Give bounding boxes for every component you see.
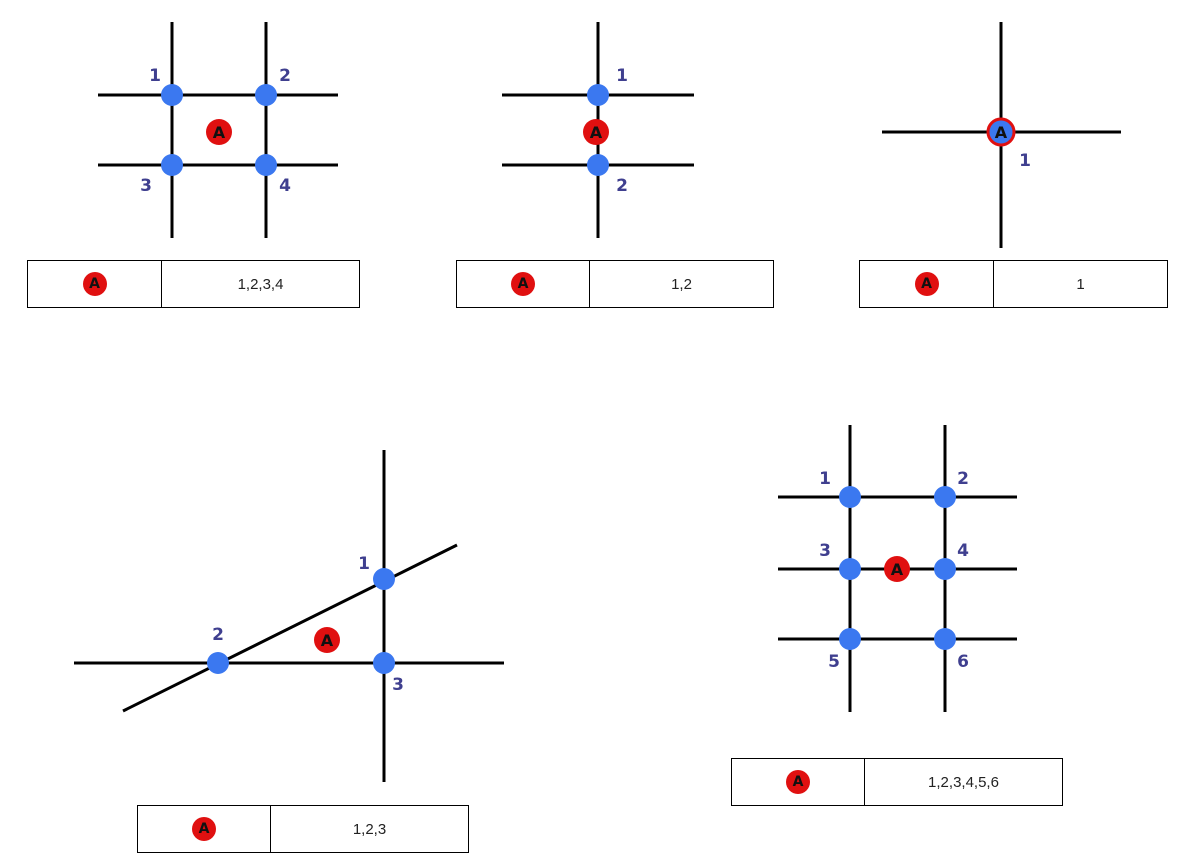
marker-a-label: A <box>213 123 226 142</box>
diagram-2-node-number: 2 <box>616 176 628 196</box>
diagram-5-node-3 <box>839 558 861 580</box>
diagram-4-node-3 <box>373 652 395 674</box>
diagram-1-table-value: 1,2,3,4 <box>237 275 284 293</box>
marker-a-label: A <box>891 560 904 579</box>
diagram-2-node-1 <box>587 84 609 106</box>
diagram-4-node-1 <box>373 568 395 590</box>
diagram-3-marker-a: A <box>986 117 1016 147</box>
marker-a-badge: A <box>82 272 107 296</box>
diagram-5-node-number: 2 <box>957 469 969 489</box>
diagram-1-node-number: 2 <box>279 66 291 86</box>
diagram-5-marker-a: A <box>884 556 910 582</box>
diagram-2-node-number: 1 <box>616 66 628 86</box>
diagram-5-node-4 <box>934 558 956 580</box>
diagram-4-node-number: 1 <box>358 554 370 574</box>
diagram-2-table-value: 1,2 <box>671 275 692 293</box>
diagram-1-marker-a: A <box>206 119 232 145</box>
marker-a-label: A <box>590 123 603 142</box>
diagram-4-node-2 <box>207 652 229 674</box>
marker-a-label: A <box>321 631 334 650</box>
diagram-4-marker-a: A <box>314 627 340 653</box>
diagram-1-node-number: 4 <box>279 176 291 196</box>
marker-a-badge: A <box>192 817 216 841</box>
diagram-1-node-4 <box>255 154 277 176</box>
marker-a-badge: A <box>914 272 939 296</box>
diagram-5-node-2 <box>934 486 956 508</box>
diagram-1-lines <box>98 22 338 238</box>
diagram-5-node-number: 1 <box>819 469 831 489</box>
marker-a-label: A <box>995 123 1008 142</box>
diagram-4-table: A 1,2,3 <box>137 805 469 853</box>
diagram-2-marker-a: A <box>583 119 609 145</box>
diagram-1-node-number: 1 <box>149 66 161 86</box>
diagram-5-node-5 <box>839 628 861 650</box>
diagram-1-node-1 <box>161 84 183 106</box>
diagram-4-node-number: 3 <box>392 675 404 695</box>
diagram-5-node-6 <box>934 628 956 650</box>
diagram-4-table-value: 1,2,3 <box>352 820 387 838</box>
marker-a-badge: A <box>511 272 535 296</box>
diagram-5-node-1 <box>839 486 861 508</box>
diagram-4-lines <box>74 450 504 782</box>
marker-a-badge: A <box>786 770 810 794</box>
diagram-2-table: A 1,2 <box>456 260 774 308</box>
diagram-1-node-number: 3 <box>140 176 152 196</box>
diagram-2-node-2 <box>587 154 609 176</box>
diagram-5-table: A 1,2,3,4,5,6 <box>731 758 1063 806</box>
diagram-5-table-value: 1,2,3,4,5,6 <box>928 773 999 791</box>
diagram-4-node-number: 2 <box>212 625 224 645</box>
diagram-1-node-2 <box>255 84 277 106</box>
diagram-3-table: A 1 <box>859 260 1168 308</box>
diagram-1-table: A 1,2,3,4 <box>27 260 360 308</box>
diagram-3-table-value: 1 <box>1076 275 1085 293</box>
diagram-5-node-number: 5 <box>828 652 840 672</box>
diagram-1-node-3 <box>161 154 183 176</box>
diagram-5-node-number: 4 <box>957 541 969 561</box>
diagram-5-node-number: 3 <box>819 541 831 561</box>
diagram-3-node-number: 1 <box>1019 151 1031 171</box>
diagram-5-node-number: 6 <box>957 652 969 672</box>
